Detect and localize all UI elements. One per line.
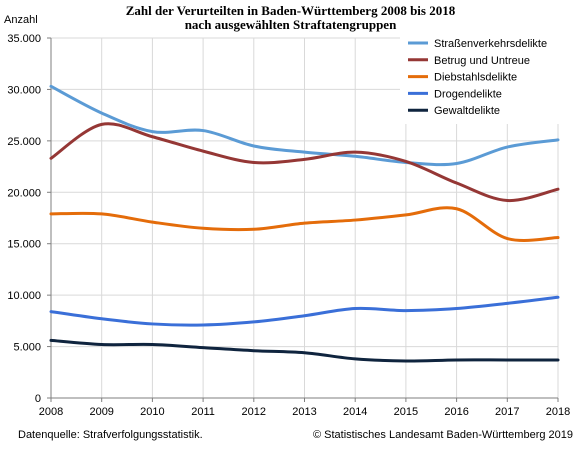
x-tick-label: 2008 (39, 406, 63, 418)
legend-label: Gewaltdelikte (434, 105, 500, 117)
legend: Straßenverkehrsdelikte Betrug und Untreue… (400, 34, 560, 124)
x-tick-label: 2016 (444, 406, 468, 418)
series-lines (49, 84, 560, 363)
legend-label: Drogendelikte (434, 88, 502, 100)
legend-label: Diebstahlsdelikte (434, 72, 517, 84)
y-tick-label: 5.000 (13, 342, 41, 354)
axes (47, 37, 559, 402)
x-tick-labels: 2008 2009 2010 2011 2012 2013 2014 2015 2016 2017… (39, 406, 570, 418)
y-axis-label: Anzahl (4, 14, 38, 26)
x-tick-label: 2012 (242, 406, 266, 418)
copyright-note: © Statistisches Landesamt Baden-Württemb… (312, 429, 573, 441)
y-tick-label: 0 (35, 393, 41, 405)
chart-subtitle: nach ausgewählten Straftatengruppen (184, 17, 397, 32)
chart-title: Zahl der Verurteilten in Baden-Württembe… (125, 3, 456, 18)
y-tick-label: 25.000 (7, 136, 41, 148)
series-line-3 (49, 206, 560, 242)
legend-label: Betrug und Untreue (434, 55, 530, 67)
y-tick-label: 15.000 (7, 239, 41, 251)
data-source-note: Datenquelle: Strafverfolgungsstatistik. (18, 429, 203, 441)
y-tick-label: 20.000 (7, 187, 41, 199)
x-tick-label: 2010 (140, 406, 164, 418)
x-tick-label: 2018 (546, 406, 570, 418)
x-tick-label: 2013 (292, 406, 316, 418)
y-tick-label: 10.000 (7, 290, 41, 302)
x-tick-label: 2011 (191, 406, 215, 418)
legend-label: Straßenverkehrsdelikte (434, 38, 547, 50)
series-line-4 (49, 295, 560, 327)
x-tick-label: 2017 (495, 406, 519, 418)
series-line-5 (49, 338, 560, 363)
y-tick-label: 30.000 (7, 84, 41, 96)
series-line-2 (49, 122, 560, 203)
y-tick-labels: 0 5.000 10.000 15.000 20.000 25.000 30.000 35.0… (7, 33, 41, 405)
x-tick-label: 2015 (394, 406, 418, 418)
x-tick-label: 2014 (343, 406, 367, 418)
x-tick-label: 2009 (89, 406, 113, 418)
y-tick-label: 35.000 (7, 33, 41, 45)
series-line-1 (49, 84, 560, 167)
